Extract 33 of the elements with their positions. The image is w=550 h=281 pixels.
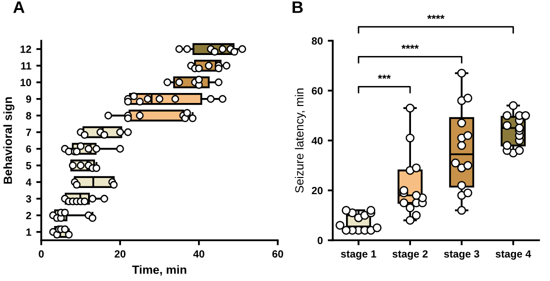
x-tick-label: 60 bbox=[272, 250, 284, 258]
x-tick-label: stage 2 bbox=[392, 250, 428, 260]
y-tick-label: 8 bbox=[26, 112, 32, 120]
x-tick-label: stage 3 bbox=[444, 250, 480, 260]
y-tick-label: 11 bbox=[21, 62, 32, 70]
x-tick-label: 0 bbox=[38, 250, 44, 258]
x-tick-label: stage 4 bbox=[496, 250, 532, 260]
x-axis-title: Time, min bbox=[132, 265, 186, 276]
y-tick-label: 5 bbox=[26, 162, 32, 170]
y-tick-label: 80 bbox=[312, 37, 323, 45]
y-tick-label: 40 bbox=[312, 137, 323, 144]
annotation: *** bbox=[378, 74, 391, 79]
y-tick-label: 4 bbox=[26, 178, 32, 186]
y-tick-label: 9 bbox=[26, 95, 32, 103]
annotation: **** bbox=[401, 44, 419, 49]
y-tick-label: 60 bbox=[312, 87, 323, 94]
y-tick-label: 1 bbox=[26, 228, 32, 236]
text: **** bbox=[427, 14, 445, 19]
y-tick-label: 2 bbox=[26, 212, 32, 220]
chart-title: A bbox=[13, 1, 24, 13]
y-tick-label: 6 bbox=[26, 145, 32, 153]
y-tick-label: 12 bbox=[20, 46, 32, 53]
x-tick-label: 20 bbox=[114, 250, 126, 258]
y-tick-label: 3 bbox=[26, 195, 32, 203]
y-tick-label: 20 bbox=[312, 186, 323, 194]
x-tick-label: 40 bbox=[193, 250, 204, 258]
y-tick-label: 10 bbox=[20, 78, 32, 86]
chart-title: B bbox=[292, 1, 303, 13]
y-axis-title: Behavioral sign bbox=[3, 97, 14, 184]
y-tick-label: 7 bbox=[26, 128, 32, 136]
y-axis-title: Seizure latency, min bbox=[294, 88, 306, 193]
y-tick-label: 0 bbox=[318, 236, 323, 244]
x-tick-label: stage 1 bbox=[340, 250, 376, 260]
